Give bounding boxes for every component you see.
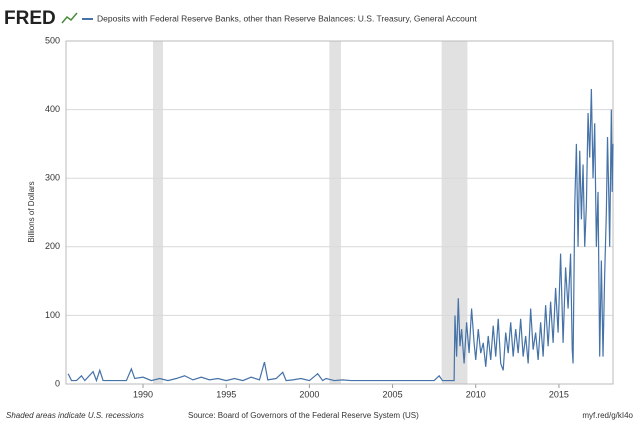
link[interactable]: myf.red/g/kI4o — [582, 411, 633, 420]
x-tick-label: 2010 — [466, 389, 486, 399]
brand-logo: FRED — [4, 8, 56, 29]
y-tick-label: 0 — [55, 378, 60, 388]
plot-border — [65, 40, 614, 385]
data-line — [67, 89, 614, 383]
source: Source: Board of Governors of the Federa… — [188, 411, 419, 420]
recession-band — [153, 41, 163, 384]
y-axis-label: Billions of Dollars — [27, 181, 36, 242]
logo-icon — [61, 12, 78, 24]
x-tick-label: 1995 — [216, 389, 236, 399]
footnote: Shaded areas indicate U.S. recessions — [6, 411, 144, 420]
y-tick-label: 300 — [45, 173, 60, 183]
y-tick-label: 400 — [45, 104, 60, 114]
x-tick-label: 2005 — [383, 389, 403, 399]
recession-band — [329, 41, 341, 384]
y-tick-label: 100 — [45, 310, 60, 320]
x-tick-label: 2015 — [549, 389, 569, 399]
y-tick-label: 200 — [45, 241, 60, 251]
x-tick-label: 2000 — [299, 389, 319, 399]
x-tick-label: 1990 — [133, 389, 153, 399]
legend-title: Deposits with Federal Reserve Banks, oth… — [97, 13, 477, 23]
y-tick-label: 500 — [45, 35, 60, 45]
